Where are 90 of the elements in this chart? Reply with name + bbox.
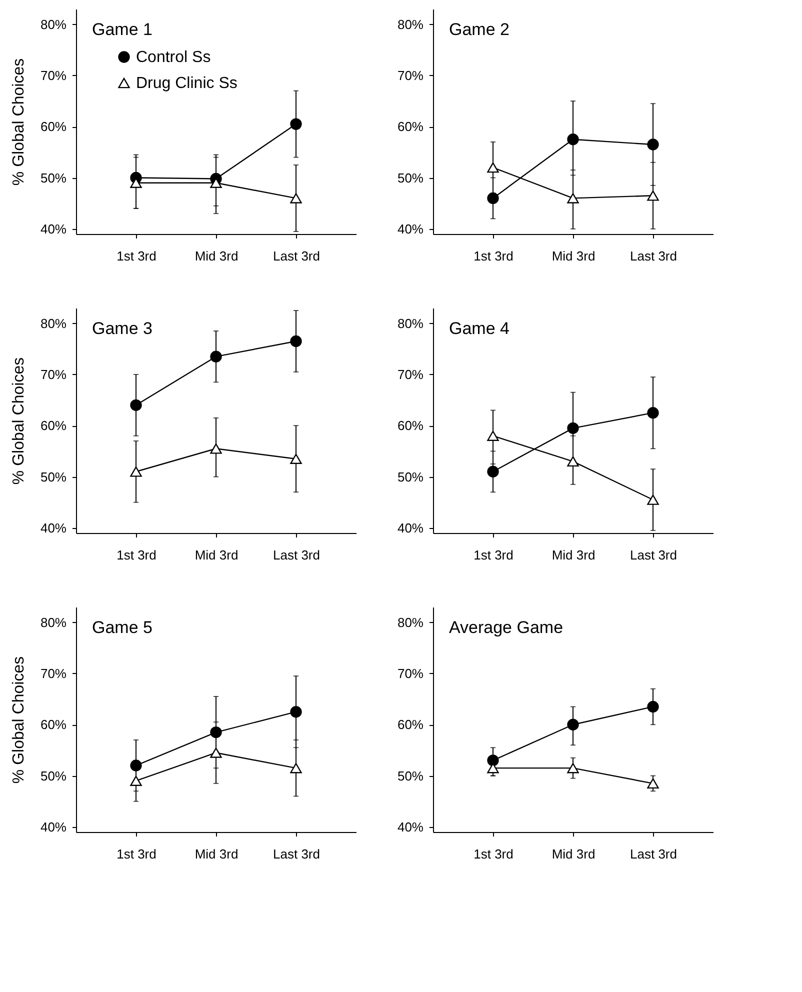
y-axis-title: % Global Choices (10, 357, 28, 485)
text: Game 4 (449, 319, 510, 338)
x-tick-label: 1st 3rd (116, 548, 156, 562)
x-tick-label: Mid 3rd (552, 248, 596, 264)
x-tick-label: 1st 3rd (116, 248, 156, 264)
point (290, 193, 302, 204)
y-tick-label: 80% (40, 316, 67, 331)
point (647, 700, 659, 713)
point (487, 430, 499, 441)
point (567, 762, 579, 774)
y-tick-label: 50% (40, 170, 67, 186)
point (567, 422, 579, 434)
x-tick-label: Mid 3rd (194, 846, 238, 862)
point (290, 454, 302, 464)
point (290, 335, 302, 348)
y-tick-label: 70% (40, 666, 67, 681)
point (567, 718, 579, 730)
point (130, 760, 142, 772)
x-tick-label: Last 3rd (630, 548, 677, 562)
point (290, 118, 302, 130)
y-tick-label: 40% (40, 520, 67, 536)
y-tick-label: 80% (397, 614, 424, 630)
x-tick-label: Last 3rd (273, 548, 320, 562)
point (567, 193, 579, 204)
y-tick-label: 40% (397, 520, 424, 536)
y-axis-title: % Global Choices (10, 58, 28, 186)
point (290, 762, 302, 774)
point (130, 466, 142, 477)
x-tick-label: Mid 3rd (194, 248, 238, 264)
y-tick-label: 60% (40, 418, 67, 434)
point (210, 748, 222, 758)
point (487, 466, 499, 478)
y-tick-label: 60% (397, 717, 424, 732)
y-axis-title: % Global Choices (10, 656, 28, 784)
x-tick-label: Mid 3rd (552, 846, 596, 862)
y-tick-label: 50% (397, 170, 424, 186)
legend-label: Control Ss (136, 49, 211, 66)
y-tick-label: 40% (40, 819, 67, 834)
x-tick-label: Last 3rd (273, 846, 320, 862)
y-tick-label: 50% (397, 768, 424, 784)
x-tick-label: 1st 3rd (116, 846, 156, 862)
point (647, 406, 659, 419)
point (130, 776, 142, 786)
y-tick-label: 60% (397, 418, 424, 434)
point (647, 778, 659, 789)
x-tick-label: Last 3rd (630, 248, 677, 264)
text: Game 2 (449, 20, 510, 39)
point (210, 350, 222, 362)
x-tick-label: 1st 3rd (474, 248, 514, 264)
x-tick-label: Mid 3rd (194, 548, 238, 562)
y-tick-label: 80% (397, 316, 424, 331)
x-tick-label: Last 3rd (273, 248, 320, 264)
x-tick-label: Mid 3rd (552, 548, 596, 562)
y-tick-label: 70% (397, 68, 424, 83)
y-tick-label: 60% (397, 119, 424, 134)
point (647, 190, 659, 201)
point (487, 162, 499, 173)
point (647, 138, 659, 150)
point (647, 494, 659, 505)
x-tick-label: Last 3rd (630, 846, 677, 862)
y-tick-label: 60% (40, 119, 67, 134)
point (290, 706, 302, 718)
y-tick-label: 70% (40, 366, 67, 382)
y-tick-label: 40% (397, 819, 424, 834)
point (210, 443, 222, 454)
text: Game 5 (92, 618, 152, 637)
x-tick-label: 1st 3rd (474, 548, 514, 562)
y-tick-label: 40% (397, 221, 424, 236)
legend-label: Drug Clinic Ss (136, 75, 238, 92)
text: Average Game (449, 618, 564, 637)
x-tick-label: 1st 3rd (474, 846, 514, 862)
y-tick-label: 70% (397, 366, 424, 382)
point (487, 192, 499, 204)
y-tick-label: 50% (397, 469, 424, 484)
y-tick-label: 80% (397, 16, 424, 32)
y-tick-label: 50% (40, 469, 67, 484)
text: Game 3 (92, 319, 152, 338)
point (567, 456, 579, 467)
point (210, 726, 222, 738)
text: Game 1 (92, 20, 152, 39)
point (130, 399, 142, 411)
point (487, 754, 499, 766)
y-tick-label: 80% (40, 16, 67, 32)
y-tick-label: 50% (40, 768, 67, 784)
y-tick-label: 70% (40, 68, 67, 83)
y-tick-label: 70% (397, 666, 424, 681)
point (567, 134, 579, 146)
y-tick-label: 80% (40, 614, 67, 630)
y-tick-label: 40% (40, 221, 67, 236)
y-tick-label: 60% (40, 717, 67, 732)
